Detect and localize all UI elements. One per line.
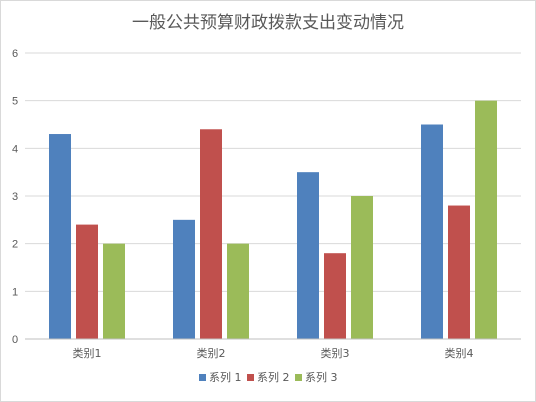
y-tick-label: 6 bbox=[12, 48, 18, 60]
gridlines bbox=[25, 52, 521, 292]
bar-series1-cat2 bbox=[173, 219, 195, 339]
legend-label: 系列 1 bbox=[209, 370, 242, 384]
legend-swatch bbox=[295, 374, 302, 381]
bar-series3-cat1 bbox=[103, 243, 125, 339]
x-category-label: 类别3 bbox=[321, 346, 350, 360]
bar-series3-cat4 bbox=[475, 100, 497, 340]
x-category-label: 类别4 bbox=[445, 346, 474, 360]
bars bbox=[49, 100, 497, 340]
legend-item: 系列 2 bbox=[247, 370, 290, 384]
x-axis-labels: 类别1 类别2 类别3 类别4 bbox=[73, 346, 474, 360]
bar-series2-cat4 bbox=[448, 205, 470, 339]
legend-swatch bbox=[199, 374, 206, 381]
legend-swatch bbox=[247, 374, 254, 381]
x-category-label: 类别1 bbox=[73, 346, 102, 360]
y-tick-label: 2 bbox=[12, 239, 18, 251]
y-tick-label: 4 bbox=[12, 143, 18, 155]
bar-series2-cat3 bbox=[324, 253, 346, 339]
x-category-label: 类别2 bbox=[197, 346, 226, 360]
y-tick-label: 5 bbox=[12, 96, 18, 108]
y-axis-ticks: 0 1 2 3 4 5 6 bbox=[12, 48, 18, 346]
bar-series1-cat4 bbox=[421, 124, 443, 339]
legend-item: 系列 1 bbox=[199, 370, 242, 384]
bar-series2-cat2 bbox=[200, 129, 222, 339]
bar-series3-cat3 bbox=[351, 196, 373, 339]
legend-label: 系列 2 bbox=[257, 370, 290, 384]
y-tick-label: 0 bbox=[12, 334, 18, 346]
legend-item: 系列 3 bbox=[295, 370, 338, 384]
y-tick-label: 1 bbox=[12, 286, 18, 298]
legend: 系列 1 系列 2 系列 3 bbox=[199, 370, 338, 384]
legend-label: 系列 3 bbox=[305, 370, 338, 384]
bar-series3-cat2 bbox=[227, 243, 249, 339]
bar-series1-cat3 bbox=[297, 172, 319, 339]
bar-series1-cat1 bbox=[49, 134, 71, 339]
y-tick-label: 3 bbox=[12, 191, 18, 203]
bar-series2-cat1 bbox=[76, 224, 98, 339]
chart-title: 一般公共预算财政拨款支出变动情况 bbox=[132, 13, 404, 33]
